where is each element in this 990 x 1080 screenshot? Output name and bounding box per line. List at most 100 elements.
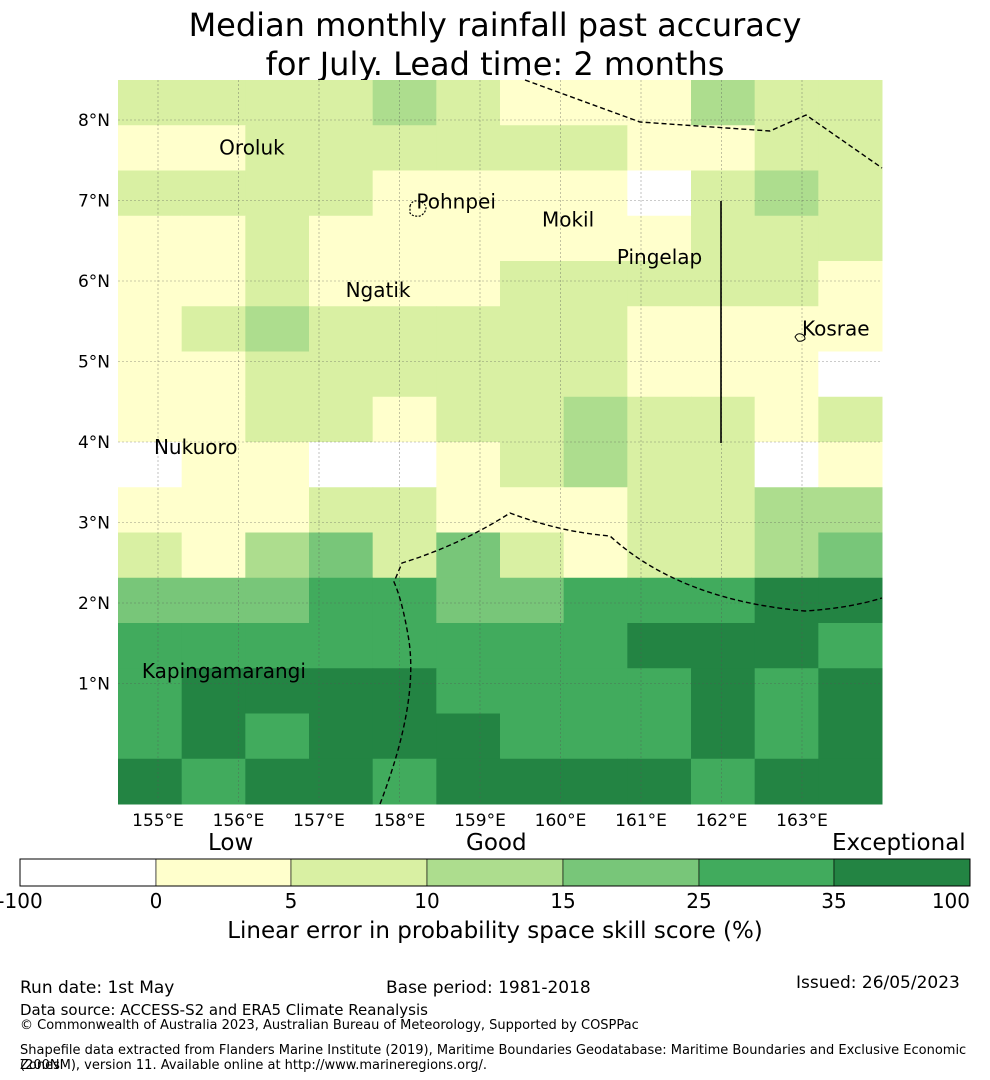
x-tick-label: 159°E (454, 811, 506, 831)
skill-cell (627, 487, 692, 533)
skill-cell (181, 80, 246, 126)
skill-cell (691, 668, 756, 714)
kosrae-island (794, 333, 806, 342)
skill-cell (118, 577, 183, 624)
skill-cell (754, 713, 819, 760)
y-tick-label: 7°N (78, 192, 110, 212)
skill-cell (818, 487, 883, 533)
skill-cell (500, 215, 565, 262)
skill-cell (818, 351, 883, 398)
colorbar-segment (562, 858, 700, 887)
skill-cell (627, 80, 692, 126)
skill-cell (627, 170, 692, 217)
skill-cell (372, 532, 437, 579)
place-label: Oroluk (219, 136, 285, 160)
skill-cell (754, 396, 819, 443)
skill-cell (500, 396, 565, 443)
colorbar-tick: 35 (821, 889, 847, 913)
skill-cell (818, 125, 883, 171)
skill-cell (627, 713, 692, 760)
skill-cell (309, 125, 374, 171)
skill-cell (563, 215, 628, 262)
skill-cell (563, 487, 628, 533)
skill-cell (245, 396, 310, 443)
skill-cell (118, 487, 183, 533)
skill-cell (500, 532, 565, 579)
colorbar-segment (833, 858, 971, 887)
skill-cell (436, 80, 501, 126)
skill-cell (627, 396, 692, 443)
skill-cell (818, 170, 883, 217)
y-tick-label: 6°N (78, 272, 110, 292)
skill-cell (436, 623, 501, 669)
skill-cell (118, 170, 183, 217)
skill-cell (118, 351, 183, 398)
skill-cell (500, 306, 565, 352)
skill-cell (372, 758, 437, 805)
skill-cell (563, 306, 628, 352)
skill-cell (436, 351, 501, 398)
skill-cell (500, 170, 565, 217)
x-tick-label: 161°E (615, 811, 667, 831)
skill-cell (245, 668, 310, 714)
skill-cell (691, 758, 756, 805)
place-label: Pingelap (617, 245, 702, 269)
skill-cell (372, 487, 437, 533)
skill-cell (372, 215, 437, 262)
place-label: Kosrae (802, 317, 870, 341)
skill-cell (181, 532, 246, 579)
skill-cell (500, 261, 565, 307)
skill-cell (372, 442, 437, 488)
skill-cell (245, 623, 310, 669)
skill-cell (372, 577, 437, 624)
skill-cell (181, 215, 246, 262)
skill-cell (436, 261, 501, 307)
colorbar-tick: -100 (0, 889, 43, 913)
skill-cell (118, 215, 183, 262)
skill-cell (818, 261, 883, 307)
skill-cell (563, 351, 628, 398)
skill-cell (818, 577, 883, 624)
colorbar-exceptional-label: Exceptional (832, 830, 966, 856)
skill-cell (563, 713, 628, 760)
run-date: Run date: 1st May (20, 978, 175, 998)
x-tick-label: 156°E (213, 811, 265, 831)
skill-cell (245, 442, 310, 488)
skill-cell (436, 125, 501, 171)
skill-cell (627, 758, 692, 805)
skill-cell (245, 170, 310, 217)
skill-cell (691, 532, 756, 579)
base-period: Base period: 1981-2018 (386, 978, 591, 998)
shapefile-credit-1: Shapefile data extracted from Flanders M… (20, 1043, 967, 1073)
skill-cell (754, 487, 819, 533)
skill-cell (627, 215, 692, 262)
y-tick-label: 8°N (78, 111, 110, 131)
skill-cell (627, 577, 692, 624)
skill-cell (436, 215, 501, 262)
shapefile-credit-2: (200NM), version 11. Available online at… (20, 1058, 488, 1073)
colorbar-segment (155, 858, 292, 887)
skill-cell (372, 261, 437, 307)
colorbar-segment (290, 858, 428, 887)
skill-cell (118, 396, 183, 443)
skill-cell (309, 396, 374, 443)
skill-cell (818, 442, 883, 488)
skill-cell (563, 170, 628, 217)
skill-cell (500, 758, 565, 805)
colorbar-tick: 100 (931, 889, 970, 913)
colorbar-tick: 5 (284, 889, 298, 913)
skill-cell (500, 668, 565, 714)
skill-cell (627, 351, 692, 398)
skill-cell (372, 80, 437, 126)
skill-cell (754, 758, 819, 805)
skill-cell (181, 758, 246, 805)
y-tick-label: 2°N (78, 594, 110, 614)
skill-cell (500, 623, 565, 669)
skill-cell (245, 306, 310, 352)
skill-cell (118, 623, 183, 669)
skill-cell (818, 80, 883, 126)
skill-cell (181, 170, 246, 217)
skill-cell (627, 668, 692, 714)
skill-cell (118, 261, 183, 307)
place-label: Kapingamarangi (142, 659, 306, 683)
